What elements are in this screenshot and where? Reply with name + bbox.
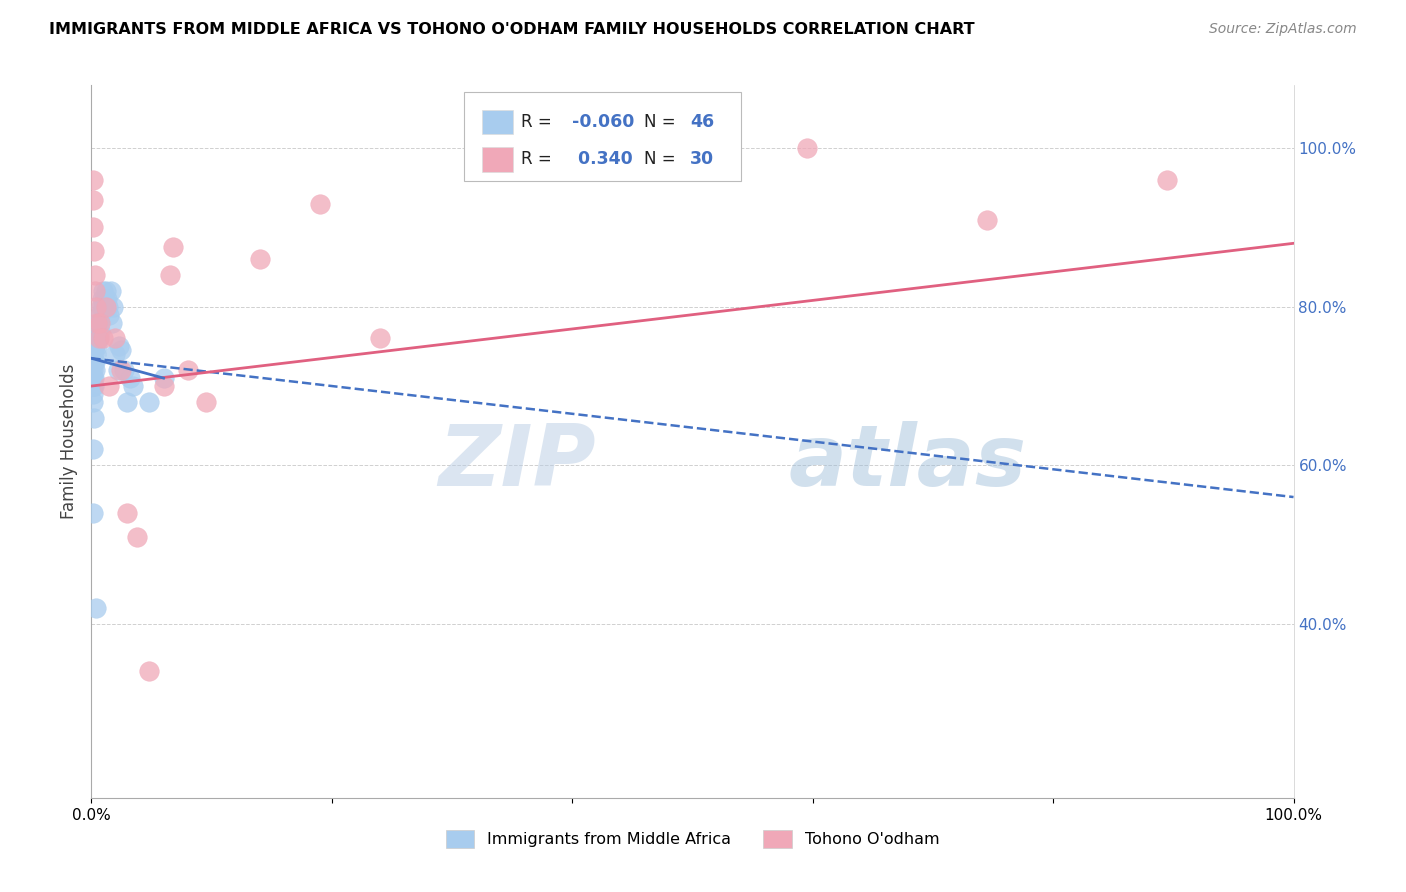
Point: [93, 331, 115, 345]
Point: [194, 395, 217, 409]
FancyBboxPatch shape: [482, 110, 513, 134]
Point: [87, 331, 110, 345]
Point: [112, 363, 135, 377]
Text: N =: N =: [644, 112, 682, 131]
Point: [84, 601, 107, 615]
Point: [93, 292, 115, 306]
Text: Source: ZipAtlas.com: Source: ZipAtlas.com: [1209, 22, 1357, 37]
Point: [83, 355, 105, 369]
Point: [94, 300, 117, 314]
Point: [82, 363, 104, 377]
Point: [89, 324, 111, 338]
Point: [82, 395, 104, 409]
Point: [107, 363, 129, 377]
Point: [82, 506, 104, 520]
Point: [84, 331, 107, 345]
Point: [83, 244, 105, 259]
Point: [89, 308, 111, 322]
Text: 30: 30: [690, 151, 714, 169]
Point: [101, 316, 124, 330]
Point: [118, 371, 141, 385]
Point: [249, 252, 271, 267]
Point: [976, 212, 998, 227]
Y-axis label: Family Households: Family Households: [59, 364, 77, 519]
Point: [90, 300, 112, 314]
Text: atlas: atlas: [789, 421, 1026, 505]
Point: [87, 331, 110, 345]
Point: [101, 300, 124, 314]
Point: [82, 387, 104, 401]
Point: [104, 347, 127, 361]
Point: [87, 316, 110, 330]
Point: [84, 284, 107, 298]
Point: [91, 292, 114, 306]
Point: [82, 371, 104, 385]
Point: [152, 371, 174, 385]
Point: [98, 379, 121, 393]
Point: [84, 268, 107, 282]
Point: [117, 395, 139, 409]
Text: -0.060: -0.060: [572, 112, 634, 131]
Point: [83, 379, 105, 393]
Point: [97, 300, 120, 314]
Point: [82, 220, 104, 235]
Text: ZIP: ZIP: [439, 421, 596, 505]
Point: [84, 300, 107, 314]
Point: [82, 379, 104, 393]
Point: [308, 196, 330, 211]
Point: [93, 300, 115, 314]
Text: IMMIGRANTS FROM MIDDLE AFRICA VS TOHONO O'ODHAM FAMILY HOUSEHOLDS CORRELATION CH: IMMIGRANTS FROM MIDDLE AFRICA VS TOHONO …: [49, 22, 974, 37]
Point: [152, 379, 174, 393]
Point: [82, 442, 104, 457]
Point: [138, 665, 160, 679]
Point: [1156, 173, 1178, 187]
Point: [83, 410, 105, 425]
FancyBboxPatch shape: [482, 147, 513, 171]
Point: [796, 141, 818, 155]
Text: R =: R =: [520, 151, 557, 169]
Point: [368, 331, 391, 345]
Point: [104, 331, 127, 345]
Point: [93, 284, 115, 298]
Point: [100, 284, 122, 298]
Text: 0.340: 0.340: [572, 151, 633, 169]
Point: [82, 173, 104, 187]
Point: [89, 316, 111, 330]
Point: [84, 347, 107, 361]
Point: [94, 284, 117, 298]
Point: [138, 395, 160, 409]
Point: [159, 268, 181, 282]
Text: 46: 46: [690, 112, 714, 131]
Point: [125, 530, 148, 544]
Text: N =: N =: [644, 151, 682, 169]
Point: [86, 339, 108, 353]
Point: [162, 240, 184, 254]
Point: [98, 308, 121, 322]
Point: [84, 355, 107, 369]
Point: [86, 316, 108, 330]
Point: [96, 292, 118, 306]
Point: [83, 347, 105, 361]
FancyBboxPatch shape: [464, 92, 741, 181]
Point: [110, 363, 132, 377]
Point: [176, 363, 198, 377]
Point: [86, 324, 108, 338]
Point: [82, 193, 104, 207]
Point: [108, 339, 131, 353]
Point: [84, 339, 107, 353]
Text: R =: R =: [520, 112, 557, 131]
Point: [84, 363, 107, 377]
Point: [122, 379, 145, 393]
Point: [117, 506, 139, 520]
Legend: Immigrants from Middle Africa, Tohono O'odham: Immigrants from Middle Africa, Tohono O'…: [439, 823, 946, 855]
Point: [83, 371, 105, 385]
Point: [110, 343, 132, 358]
